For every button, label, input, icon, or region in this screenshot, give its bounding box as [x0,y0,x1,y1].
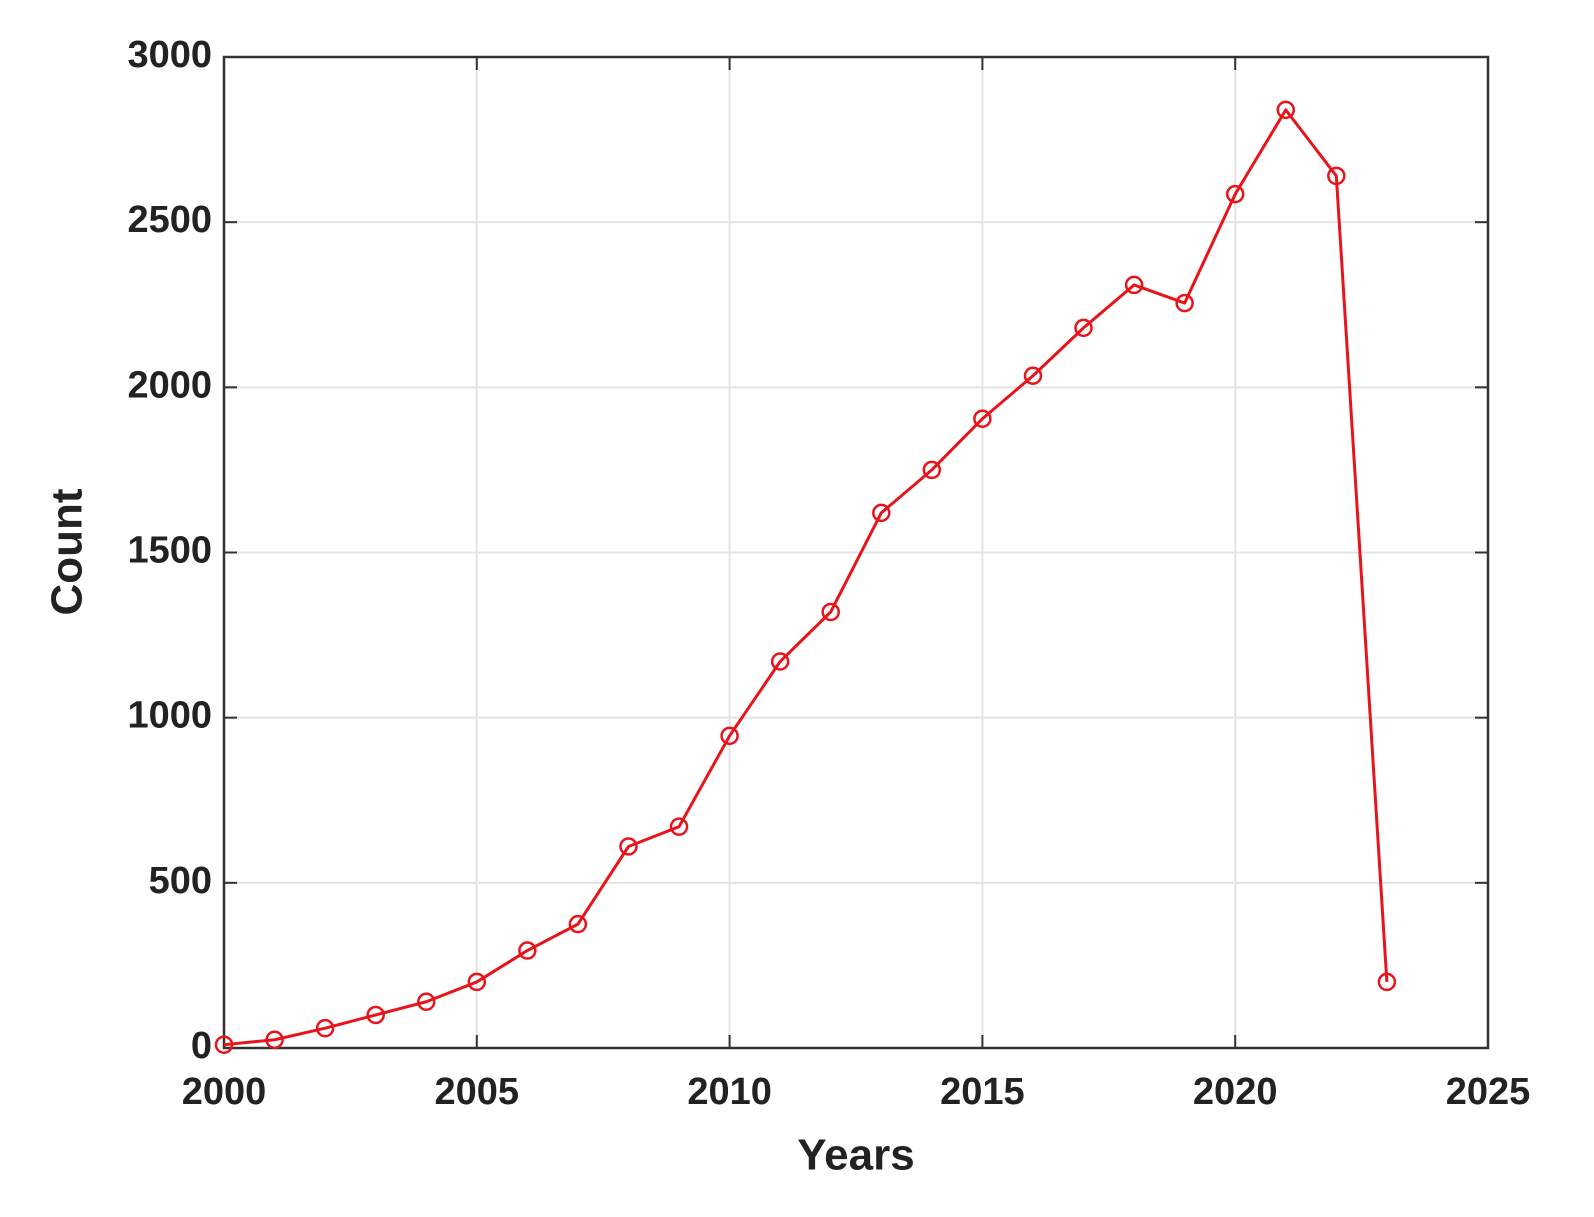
data-point [1276,100,1296,120]
x-tick-label: 2015 [940,1071,1025,1113]
data-point [1175,293,1194,313]
data-point [518,941,537,960]
x-tick-label: 2005 [435,1071,520,1113]
x-tick-label: 2010 [687,1071,772,1113]
plot-frame [222,55,1490,1050]
data-point [1377,972,1397,992]
data-point [1074,318,1093,338]
data-point [922,460,942,480]
y-tick-label: 3000 [127,34,212,76]
data-point [720,726,739,746]
x-tick-label: 2025 [1446,1071,1531,1113]
x-tick-label: 2020 [1193,1071,1278,1113]
data-point [973,409,992,428]
y-tick-label: 0 [191,1025,212,1067]
data-line [223,108,1389,1047]
x-axis-label: Years [797,1131,914,1180]
data-point [821,602,840,622]
y-tick-label: 1000 [127,695,212,737]
y-tick-label: 500 [149,860,212,902]
data-point [315,1018,335,1038]
y-axis-label: Count [43,488,92,615]
y-tick-label: 2500 [127,199,212,241]
data-point [568,914,588,934]
data-point [619,837,638,856]
data-point [1023,366,1043,386]
data-point [467,972,487,992]
data-point [669,817,689,836]
data-point [214,1035,234,1054]
data-point [416,992,436,1012]
data-point [1225,184,1245,204]
data-point [1327,166,1346,186]
data-point [1124,275,1144,295]
y-tick-label: 1500 [127,530,212,572]
y-tick-label: 2000 [127,364,212,406]
data-point [265,1030,284,1049]
x-tick-label: 2000 [182,1071,267,1113]
data-point [770,652,790,671]
data-point [366,1005,385,1025]
data-point [872,503,891,523]
